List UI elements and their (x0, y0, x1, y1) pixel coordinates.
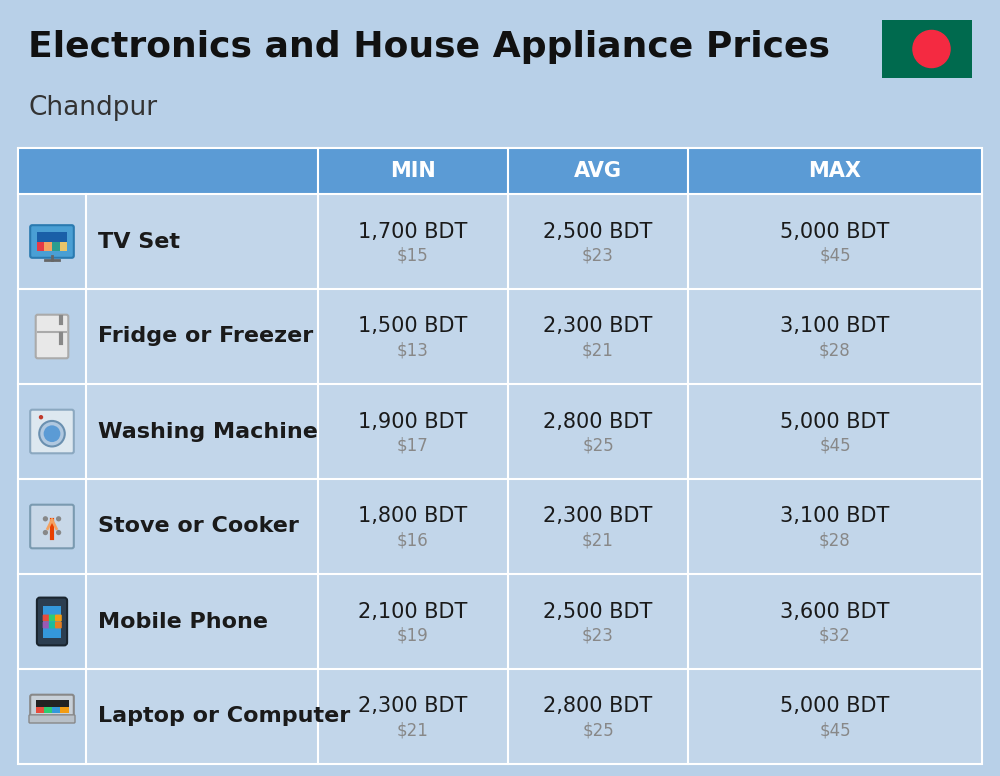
FancyBboxPatch shape (36, 707, 44, 713)
FancyBboxPatch shape (43, 622, 49, 629)
Text: 1,800 BDT: 1,800 BDT (358, 507, 468, 526)
Text: Electronics and House Appliance Prices: Electronics and House Appliance Prices (28, 30, 830, 64)
Text: $45: $45 (819, 247, 851, 265)
FancyBboxPatch shape (30, 225, 74, 258)
FancyBboxPatch shape (18, 479, 982, 574)
Text: $19: $19 (397, 626, 429, 645)
Text: 2,300 BDT: 2,300 BDT (543, 317, 653, 337)
Text: $21: $21 (397, 722, 429, 740)
Text: 1,900 BDT: 1,900 BDT (358, 411, 468, 431)
Text: 2,800 BDT: 2,800 BDT (543, 697, 653, 716)
Text: 2,800 BDT: 2,800 BDT (543, 411, 653, 431)
FancyBboxPatch shape (49, 622, 56, 629)
FancyBboxPatch shape (37, 598, 67, 646)
Text: $21: $21 (582, 532, 614, 549)
FancyBboxPatch shape (43, 606, 61, 638)
FancyBboxPatch shape (60, 707, 68, 713)
Circle shape (913, 30, 950, 68)
FancyBboxPatch shape (43, 615, 49, 622)
Text: $45: $45 (819, 436, 851, 455)
FancyBboxPatch shape (18, 574, 982, 669)
Circle shape (39, 415, 43, 419)
FancyBboxPatch shape (18, 384, 86, 479)
FancyBboxPatch shape (18, 574, 86, 669)
FancyBboxPatch shape (36, 315, 68, 359)
FancyBboxPatch shape (52, 707, 60, 713)
Text: 2,300 BDT: 2,300 BDT (358, 697, 468, 716)
FancyBboxPatch shape (29, 715, 75, 723)
FancyBboxPatch shape (18, 194, 86, 289)
FancyBboxPatch shape (49, 615, 56, 622)
Text: $13: $13 (397, 341, 429, 359)
Text: $28: $28 (819, 532, 851, 549)
Text: Mobile Phone: Mobile Phone (98, 611, 268, 632)
Text: 3,100 BDT: 3,100 BDT (780, 507, 890, 526)
FancyBboxPatch shape (18, 669, 982, 764)
Text: $16: $16 (397, 532, 429, 549)
FancyBboxPatch shape (18, 194, 982, 289)
Circle shape (56, 530, 61, 535)
Circle shape (56, 516, 61, 521)
FancyBboxPatch shape (60, 241, 67, 251)
Text: 2,100 BDT: 2,100 BDT (358, 601, 468, 622)
Text: 1,500 BDT: 1,500 BDT (358, 317, 468, 337)
Text: 3,600 BDT: 3,600 BDT (780, 601, 890, 622)
Circle shape (43, 516, 48, 521)
Text: 5,000 BDT: 5,000 BDT (780, 411, 890, 431)
Text: $15: $15 (397, 247, 429, 265)
FancyBboxPatch shape (18, 289, 86, 384)
FancyBboxPatch shape (18, 669, 86, 764)
FancyBboxPatch shape (55, 622, 62, 629)
Text: $23: $23 (582, 626, 614, 645)
Text: MIN: MIN (390, 161, 436, 181)
FancyBboxPatch shape (55, 615, 62, 622)
FancyBboxPatch shape (18, 479, 86, 574)
Text: MAX: MAX (808, 161, 862, 181)
Text: $25: $25 (582, 436, 614, 455)
Text: 5,000 BDT: 5,000 BDT (780, 697, 890, 716)
FancyBboxPatch shape (30, 410, 74, 453)
Text: $17: $17 (397, 436, 429, 455)
Circle shape (43, 530, 48, 535)
Text: $23: $23 (582, 247, 614, 265)
Text: 2,300 BDT: 2,300 BDT (543, 507, 653, 526)
FancyBboxPatch shape (37, 231, 67, 251)
Text: $21: $21 (582, 341, 614, 359)
FancyBboxPatch shape (37, 241, 44, 251)
Text: 2,500 BDT: 2,500 BDT (543, 601, 653, 622)
Text: TV Set: TV Set (98, 231, 180, 251)
FancyBboxPatch shape (30, 695, 74, 717)
Text: Chandpur: Chandpur (28, 95, 157, 121)
FancyBboxPatch shape (882, 20, 972, 78)
FancyBboxPatch shape (30, 504, 74, 549)
Text: Fridge or Freezer: Fridge or Freezer (98, 327, 313, 347)
FancyBboxPatch shape (36, 700, 68, 713)
Text: 5,000 BDT: 5,000 BDT (780, 221, 890, 241)
Text: 1,700 BDT: 1,700 BDT (358, 221, 468, 241)
Text: $45: $45 (819, 722, 851, 740)
Circle shape (39, 421, 65, 446)
Text: $25: $25 (582, 722, 614, 740)
FancyBboxPatch shape (44, 707, 52, 713)
Text: Washing Machine: Washing Machine (98, 421, 318, 442)
FancyBboxPatch shape (18, 289, 982, 384)
Circle shape (44, 425, 60, 442)
Text: 3,100 BDT: 3,100 BDT (780, 317, 890, 337)
Text: 2,500 BDT: 2,500 BDT (543, 221, 653, 241)
Text: Laptop or Computer: Laptop or Computer (98, 706, 350, 726)
FancyBboxPatch shape (18, 148, 982, 194)
Text: Stove or Cooker: Stove or Cooker (98, 517, 299, 536)
FancyBboxPatch shape (52, 241, 60, 251)
Text: $28: $28 (819, 341, 851, 359)
FancyBboxPatch shape (44, 241, 52, 251)
Text: $32: $32 (819, 626, 851, 645)
Text: AVG: AVG (574, 161, 622, 181)
FancyBboxPatch shape (18, 384, 982, 479)
